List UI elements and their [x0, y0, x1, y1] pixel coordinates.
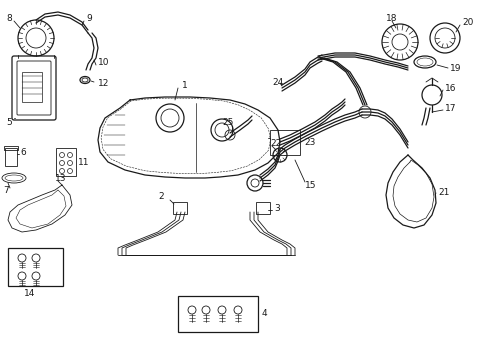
- Bar: [22, 72, 42, 102]
- Text: 19: 19: [449, 63, 461, 72]
- Text: 7: 7: [3, 185, 9, 194]
- Text: 5: 5: [6, 117, 12, 126]
- Text: 13: 13: [55, 174, 66, 183]
- Bar: [178, 296, 258, 332]
- Text: 4: 4: [262, 310, 267, 319]
- Text: 8: 8: [6, 14, 12, 23]
- Text: 3: 3: [273, 203, 279, 212]
- Text: 21: 21: [437, 188, 448, 197]
- Bar: [256, 202, 269, 214]
- Text: 18: 18: [385, 14, 397, 23]
- Text: 12: 12: [98, 78, 109, 87]
- Text: 15: 15: [305, 180, 316, 189]
- Text: 10: 10: [98, 58, 109, 67]
- Text: 6: 6: [20, 148, 26, 157]
- Bar: [5, 148, 17, 166]
- Text: 1: 1: [182, 81, 187, 90]
- Text: 9: 9: [86, 14, 92, 23]
- Bar: [4, 146, 18, 150]
- Text: 25: 25: [222, 117, 233, 126]
- Text: 16: 16: [444, 84, 456, 93]
- Bar: [8, 248, 63, 286]
- Text: 23: 23: [304, 138, 315, 147]
- Text: 22: 22: [269, 139, 281, 148]
- Text: 24: 24: [271, 77, 283, 86]
- Text: 11: 11: [78, 158, 89, 166]
- Bar: [56, 148, 76, 176]
- Bar: [173, 202, 186, 214]
- Text: 17: 17: [444, 104, 456, 113]
- Text: 20: 20: [461, 18, 472, 27]
- Text: 2: 2: [158, 192, 163, 201]
- Text: 14: 14: [24, 288, 36, 297]
- Bar: [269, 130, 299, 155]
